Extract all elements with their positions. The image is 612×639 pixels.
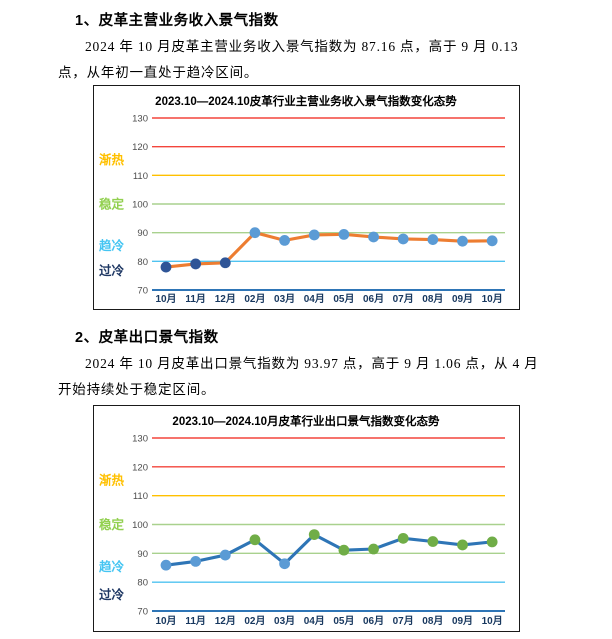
x-tick-label: 12月 — [215, 615, 236, 627]
data-point-12 — [486, 235, 498, 247]
x-tick-label: 11月 — [185, 293, 206, 305]
x-tick-label: 09月 — [452, 615, 473, 627]
y-tick-label: 90 — [137, 228, 148, 239]
x-tick-label: 04月 — [304, 293, 325, 305]
data-point-2 — [190, 556, 202, 567]
x-tick-label: 12月 — [215, 293, 236, 305]
x-tick-label: 10月 — [155, 293, 176, 305]
zone-label: 过冷 — [99, 587, 125, 602]
zone-label: 稳定 — [99, 197, 125, 212]
data-point-3 — [219, 257, 231, 269]
series-line — [164, 533, 494, 567]
zone-label: 趋冷 — [99, 559, 125, 574]
x-tick-label: 06月 — [363, 293, 384, 305]
x-tick-label: 03月 — [274, 615, 295, 627]
y-tick-label: 130 — [132, 434, 148, 445]
zone-label: 渐热 — [99, 152, 125, 167]
section1-heading: 1、皮革主营业务收入景气指数 — [75, 13, 279, 29]
zone-label: 渐热 — [99, 472, 125, 487]
x-tick-label: 07月 — [393, 615, 414, 627]
data-point-4 — [249, 534, 261, 546]
chart-canvas: 2023.10—2024.10皮革行业主营业务收入景气指数变化态势 70 80 90 1… — [99, 94, 505, 305]
data-point-8 — [368, 543, 379, 555]
y-tick-label: 110 — [133, 491, 148, 502]
revenue-climate-index-chart: 2023.10—2024.10皮革行业主营业务收入景气指数变化态势 70 80 90 1… — [93, 85, 520, 310]
x-tick-label: 06月 — [363, 615, 384, 627]
chart-canvas: 2023.10—2024.10月皮革行业出口景气指数变化态势 70 80 90 100 1… — [99, 414, 505, 627]
chart-title: 2023.10—2024.10皮革行业主营业务收入景气指数变化态势 — [155, 94, 457, 108]
data-point-7 — [338, 228, 350, 240]
section2-heading: 2、皮革出口景气指数 — [75, 330, 219, 346]
data-point-6 — [308, 229, 320, 241]
data-point-9 — [397, 233, 409, 245]
x-tick-label: 08月 — [422, 293, 443, 305]
data-point-5 — [279, 235, 290, 246]
y-tick-label: 70 — [137, 286, 148, 297]
x-tick-label: 09月 — [452, 293, 473, 305]
x-tick-label: 02月 — [244, 615, 265, 627]
x-tick-label: 05月 — [333, 293, 354, 305]
data-point-2 — [190, 258, 202, 270]
x-tick-label: 08月 — [422, 615, 443, 627]
x-tick-label: 10月 — [482, 615, 503, 627]
data-point-12 — [486, 536, 498, 548]
section2-paragraph-line2: 开始持续处于稳定区间。 — [58, 382, 216, 397]
x-tick-label: 05月 — [333, 615, 354, 627]
x-tick-label: 02月 — [244, 293, 265, 305]
x-tick-label: 04月 — [304, 615, 325, 627]
y-tick-label: 70 — [137, 607, 148, 618]
y-tick-label: 100 — [132, 200, 148, 211]
data-point-11 — [457, 235, 468, 247]
data-point-7 — [338, 544, 350, 556]
data-point-1 — [160, 559, 172, 571]
zone-label: 过冷 — [99, 263, 125, 278]
section1-paragraph-line1: 2024 年 10 月皮革主营业务收入景气指数为 87.16 点，高于 9 月 … — [85, 39, 519, 54]
data-point-8 — [368, 231, 379, 243]
chart-title: 2023.10—2024.10月皮革行业出口景气指数变化态势 — [172, 414, 440, 428]
zone-label: 趋冷 — [99, 238, 125, 253]
data-point-4 — [249, 227, 261, 239]
data-point-10 — [427, 536, 439, 547]
export-climate-index-chart: 2023.10—2024.10月皮革行业出口景气指数变化态势 70 80 90 100 1… — [93, 405, 520, 632]
data-point-5 — [279, 558, 290, 570]
y-tick-label: 110 — [133, 171, 148, 182]
data-point-3 — [219, 549, 231, 561]
section2-paragraph-line1: 2024 年 10 月皮革出口景气指数为 93.97 点，高于 9 月 1.06… — [85, 356, 539, 371]
y-tick-label: 130 — [132, 114, 148, 125]
data-point-11 — [457, 539, 468, 551]
x-tick-label: 11月 — [185, 615, 206, 627]
data-point-6 — [308, 529, 320, 540]
section1-paragraph-line2: 点，从年初一直处于趋冷区间。 — [58, 65, 259, 80]
x-tick-label: 10月 — [155, 615, 176, 627]
y-tick-label: 100 — [132, 520, 148, 531]
y-tick-label: 120 — [132, 462, 148, 473]
y-tick-label: 80 — [137, 257, 148, 268]
x-tick-label: 03月 — [274, 293, 295, 305]
data-point-9 — [397, 532, 409, 544]
y-tick-label: 80 — [137, 578, 148, 589]
x-tick-label: 07月 — [393, 293, 414, 305]
x-tick-label: 10月 — [482, 293, 503, 305]
zone-label: 稳定 — [99, 517, 125, 532]
data-point-10 — [427, 234, 439, 245]
y-tick-label: 120 — [132, 142, 148, 153]
y-tick-label: 90 — [137, 549, 148, 560]
data-point-1 — [160, 261, 172, 273]
